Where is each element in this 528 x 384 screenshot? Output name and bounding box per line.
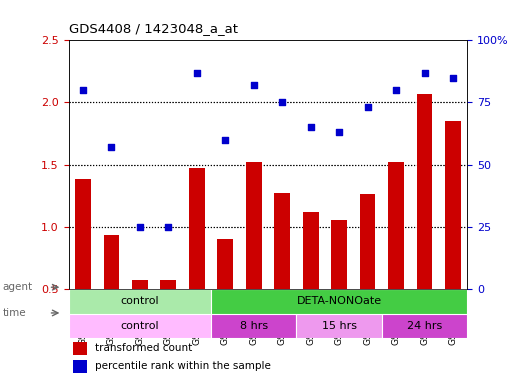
Point (136, 223, 144, 230)
Bar (388, 162, 404, 351)
Point (164, 223, 173, 230)
Bar (360, 194, 375, 351)
Bar (331, 220, 347, 351)
Bar (417, 94, 432, 351)
Text: GDS4408 / 1423048_a_at: GDS4408 / 1423048_a_at (69, 22, 238, 35)
Text: time: time (3, 308, 26, 318)
Bar (161, 280, 176, 351)
Bar (382, 314, 467, 338)
Point (363, 104, 372, 111)
Point (420, 70, 429, 76)
Text: 15 hrs: 15 hrs (322, 321, 356, 331)
Point (193, 70, 201, 76)
Bar (73, 342, 87, 354)
Text: transformed count: transformed count (95, 343, 192, 353)
Bar (73, 360, 87, 372)
Text: DETA-NONOate: DETA-NONOate (297, 296, 382, 306)
Text: percentile rank within the sample: percentile rank within the sample (95, 361, 270, 371)
Point (335, 129, 343, 135)
Bar (417, 94, 432, 351)
Bar (296, 314, 382, 338)
Bar (445, 121, 461, 351)
Point (392, 87, 400, 93)
Text: 24 hrs: 24 hrs (407, 321, 442, 331)
Bar (246, 162, 261, 351)
Bar (331, 220, 347, 351)
Point (221, 137, 230, 143)
Bar (303, 212, 318, 351)
Point (449, 74, 457, 81)
Text: 8 hrs: 8 hrs (240, 321, 268, 331)
Bar (75, 179, 91, 351)
Bar (69, 289, 211, 314)
Bar (218, 239, 233, 351)
Text: control: control (120, 296, 159, 306)
Bar (211, 289, 467, 314)
Bar (132, 280, 148, 351)
Bar (103, 235, 119, 351)
Bar (246, 162, 261, 351)
Point (107, 144, 116, 150)
Bar (75, 179, 91, 351)
Bar (445, 121, 461, 351)
Bar (303, 212, 318, 351)
Bar (103, 235, 119, 351)
Bar (161, 280, 176, 351)
Point (306, 124, 315, 130)
Bar (218, 239, 233, 351)
Bar (189, 168, 205, 351)
Bar (132, 280, 148, 351)
Point (250, 82, 258, 88)
Bar (275, 193, 290, 351)
Point (79, 87, 87, 93)
Bar (360, 194, 375, 351)
Bar (388, 162, 404, 351)
Text: control: control (120, 321, 159, 331)
Bar (189, 168, 205, 351)
Bar (211, 314, 296, 338)
Text: agent: agent (3, 282, 33, 292)
Bar (275, 193, 290, 351)
Point (278, 99, 286, 106)
Bar (69, 314, 211, 338)
